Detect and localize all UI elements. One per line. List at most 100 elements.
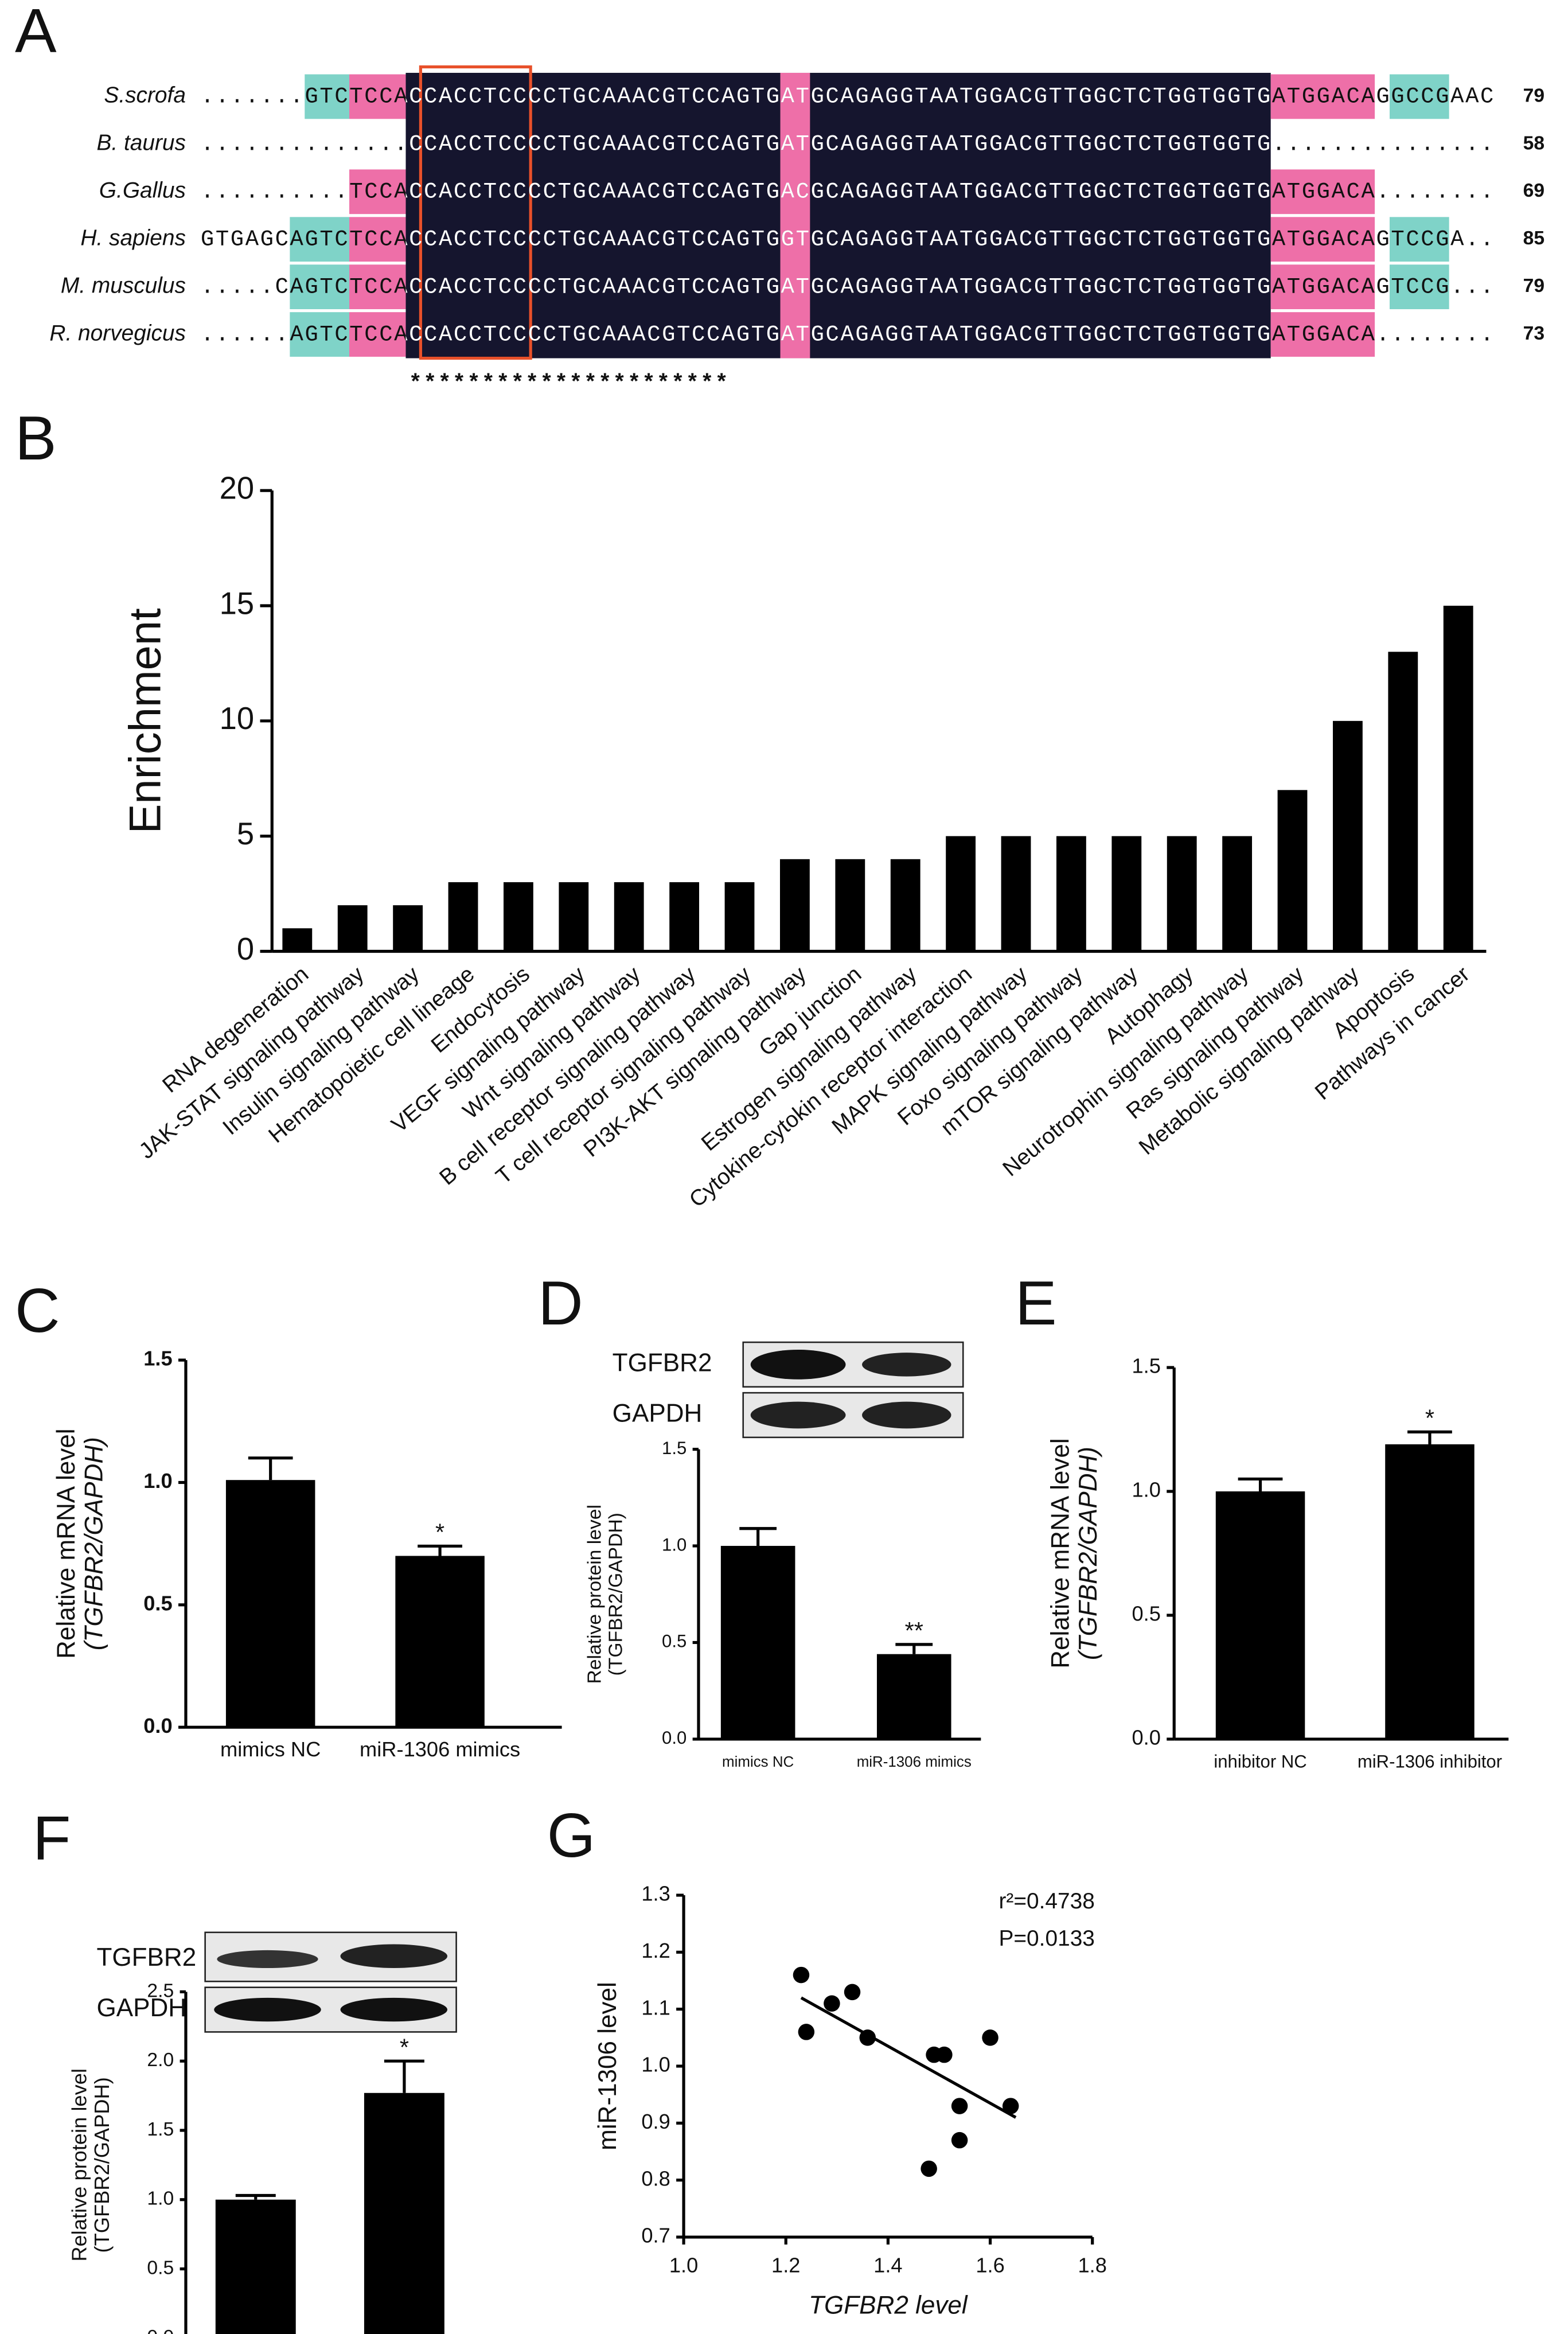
y-axis-label: Relative protein level	[584, 1505, 606, 1684]
annotation: P=0.0133	[998, 1926, 1094, 1951]
bar	[1385, 1444, 1475, 1739]
significance: **	[905, 1617, 923, 1644]
y-tick-label: 1.0	[143, 1469, 172, 1493]
species-name: R. norvegicus	[49, 321, 186, 345]
x-tick-label: miR-1306 mimics	[360, 1737, 520, 1761]
highlight	[1389, 217, 1449, 262]
y-tick-label: 0.5	[147, 2257, 174, 2278]
sequence: ..........TCCACCACCTCCCCTGCAAACGTCCAGTGA…	[201, 180, 1494, 205]
species-name: H. sapiens	[80, 225, 186, 250]
bar	[724, 882, 755, 952]
x-tick-label: miR-1306 inhibitor	[1358, 1752, 1502, 1772]
sequence: GTGAGCAGTCTCCACCACCTCCCCTGCAAACGTCCAGTGG…	[201, 227, 1494, 252]
y-tick-label: 2.5	[147, 1980, 174, 2001]
sequence: GTGAGCAGTCTCCACCACCTCCCCTGCAAACGTCCAGTGG…	[201, 227, 1494, 252]
bar	[1222, 836, 1253, 952]
fit-line	[800, 1996, 1017, 2119]
sequence: ......AGTCTCCACCACCTCCCCTGCAAACGTCCAGTGA…	[201, 322, 1494, 347]
x-tick-label: 1.8	[1078, 2253, 1107, 2277]
band	[340, 1997, 448, 2022]
sequence: .....CAGTCTCCACCACCTCCCCTGCAAACGTCCAGTGA…	[201, 274, 1494, 299]
bar	[337, 905, 368, 952]
y-tick-label: 0.5	[1132, 1602, 1160, 1626]
bar	[1443, 605, 1473, 952]
y-axis-label: Relative mRNA level	[1047, 1438, 1075, 1668]
highlight	[1270, 217, 1375, 262]
highlight	[349, 169, 406, 215]
point	[951, 2098, 968, 2114]
bar	[395, 1556, 485, 1728]
y-tick-label: 0.9	[641, 2110, 670, 2133]
y-tick-label: 1.5	[662, 1438, 687, 1458]
x-tick-label: mimics NC	[220, 1737, 321, 1761]
significance: *	[1425, 1405, 1434, 1432]
y-tick-label: 1.5	[1132, 1354, 1160, 1378]
x-tick-label: inhibitor NC	[1214, 1752, 1306, 1772]
highlight	[1270, 74, 1375, 119]
sequence-length: 73	[1523, 323, 1544, 344]
bar	[1167, 836, 1197, 952]
y-axis-label: Relative mRNA level	[52, 1428, 80, 1658]
significance: *	[400, 2033, 409, 2060]
x-tick-label: 1.0	[669, 2253, 698, 2277]
bar	[720, 1546, 795, 1739]
y-axis-sublabel: (TGFBR2/GAPDH)	[90, 2077, 114, 2253]
bar	[1111, 836, 1142, 952]
sequence-length: 85	[1523, 228, 1544, 249]
y-tick-label: 5	[237, 816, 254, 851]
y-tick-label: 1.0	[1132, 1478, 1160, 1502]
sequence-length: 58	[1523, 133, 1544, 154]
sequence: ..............CCACCTCCCCTGCAAACGTCCAGTGA…	[201, 132, 1494, 157]
highlight	[349, 217, 406, 262]
point	[1002, 2098, 1019, 2114]
bar	[1001, 836, 1031, 952]
significance: *	[435, 1519, 444, 1546]
sequence: ..........TCCACCACCTCCCCTGCAAACGTCCAGTGA…	[201, 180, 1494, 205]
panel-letter: G	[547, 1801, 596, 1871]
sequence: .......GTCTCCACCACCTCCCCTGCAAACGTCCAGTGA…	[201, 84, 1494, 110]
y-tick-label: 0.0	[662, 1728, 687, 1748]
annotation: r²=0.4738	[998, 1889, 1094, 1914]
blot-label: TGFBR2	[96, 1943, 196, 1971]
conserved-block	[405, 72, 1271, 359]
y-tick-label: 10	[220, 701, 255, 736]
highlight	[1389, 264, 1449, 310]
y-axis-sublabel: (TGFBR2/GAPDH)	[80, 1437, 108, 1650]
bar	[946, 836, 976, 952]
x-tick-label: 1.2	[771, 2253, 800, 2277]
y-tick-label: 15	[220, 586, 255, 621]
blot-label: GAPDH	[96, 1994, 186, 2022]
highlight	[349, 264, 406, 310]
x-tick-label: mimics NC	[722, 1754, 794, 1770]
variant-column	[780, 72, 810, 359]
point	[844, 1984, 861, 2001]
bar	[1388, 652, 1418, 952]
sequence: ......AGTCTCCACCACCTCCCCTGCAAACGTCCAGTGA…	[201, 322, 1494, 347]
y-tick-label: 2.0	[147, 2049, 174, 2071]
point	[982, 2029, 998, 2046]
sequence: .....CAGTCTCCACCACCTCCCCTGCAAACGTCCAGTGA…	[201, 274, 1494, 299]
y-axis-label: Relative protein level	[67, 2068, 91, 2262]
y-tick-label: 0.5	[143, 1591, 172, 1615]
bar	[1215, 1491, 1305, 1739]
y-tick-label: 0.0	[143, 1714, 172, 1737]
bar	[504, 882, 533, 952]
bar	[669, 882, 700, 952]
y-tick-label: 1.0	[641, 2053, 670, 2076]
sequence: .......GTCTCCACCACCTCCCCTGCAAACGTCCAGTGA…	[201, 84, 1494, 110]
x-tick-label: 1.6	[976, 2253, 1004, 2277]
highlight	[1270, 312, 1375, 357]
y-tick-label: 0.8	[641, 2167, 670, 2190]
y-tick-label: 1.1	[641, 1996, 670, 2019]
species-name: M. musculus	[61, 273, 186, 298]
bar	[1333, 720, 1363, 952]
x-axis-label: TGFBR2 level	[809, 2291, 968, 2319]
point	[936, 2046, 953, 2063]
y-axis-sublabel: (TGFBR2/GAPDH)	[1074, 1447, 1102, 1660]
y-tick-label: 0	[237, 932, 254, 967]
y-tick-label: 1.0	[147, 2188, 174, 2210]
highlight	[1270, 264, 1375, 310]
seed-box	[419, 65, 532, 360]
